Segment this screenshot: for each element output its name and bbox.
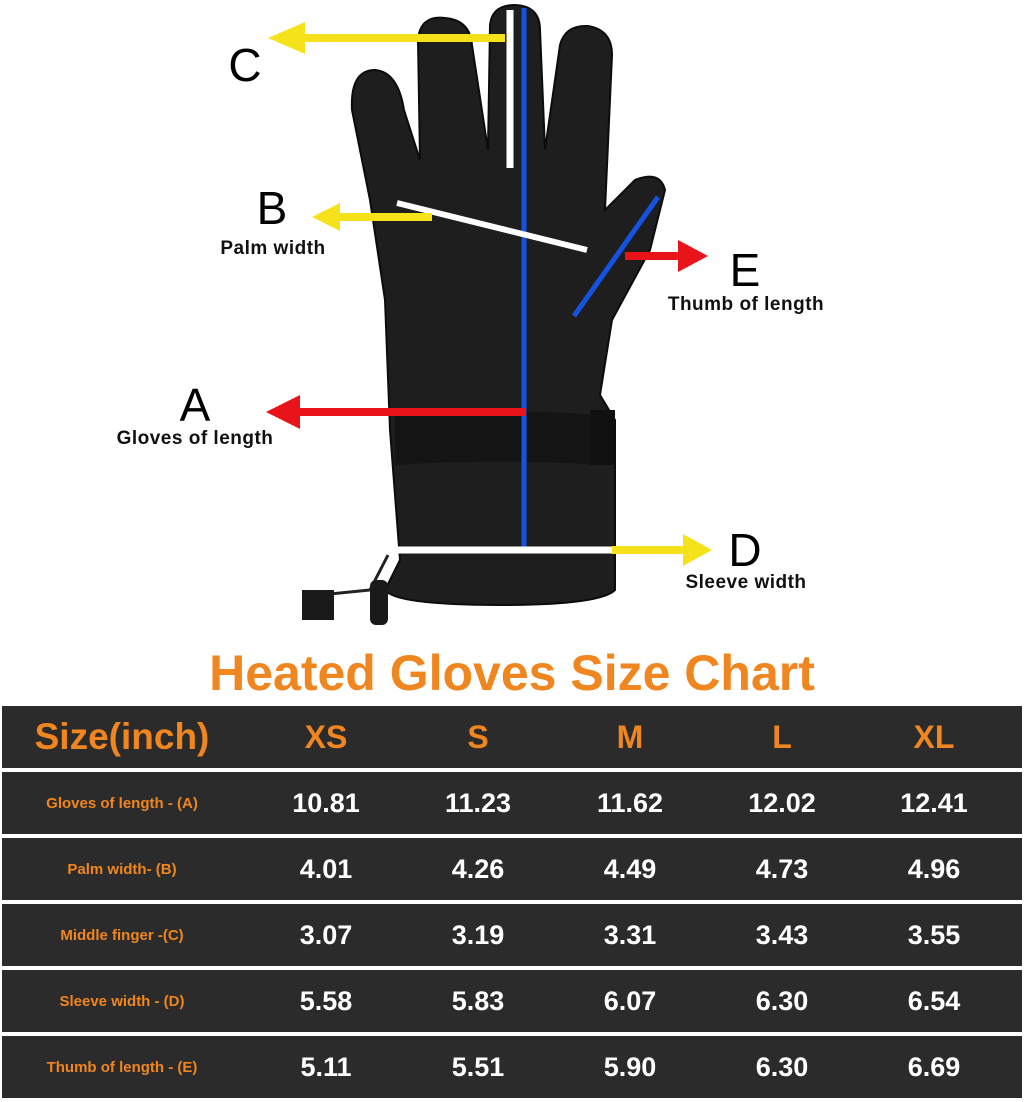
letter-e: E: [729, 244, 761, 296]
header-cell: M: [616, 718, 644, 755]
letter-a: A: [179, 379, 211, 431]
table-cell: 4.49: [603, 853, 657, 884]
chart-title: Heated Gloves Size Chart: [209, 645, 815, 701]
arrow-a: [266, 395, 526, 429]
arrow-c: [268, 22, 505, 54]
table-row: Thumb of length - (E) 5.11 5.51 5.90 6.30 6.6…: [2, 1036, 1022, 1098]
size-table: Size(inch) XS S M L XL Gloves of length …: [2, 706, 1022, 1102]
table-row: Sleeve width - (D) 5.58 5.83 6.07 6.30 6.54: [2, 970, 1022, 1032]
table-row: Middle finger -(C) 3.07 3.19 3.31 3.43 3.55: [2, 904, 1022, 966]
table-cell: 3.55: [907, 919, 961, 950]
palm-width-label: Palm width: [220, 238, 326, 259]
header-cell: L: [772, 718, 792, 755]
table-cell: 5.51: [451, 1051, 505, 1082]
header-cell: XL: [913, 718, 955, 755]
table-cell: 11.62: [596, 787, 664, 818]
row-label: Sleeve width - (D): [59, 992, 185, 1010]
letter-c: C: [228, 39, 262, 91]
table-cell: 11.23: [444, 787, 512, 818]
header-cell: S: [467, 718, 489, 755]
arrow-e: [625, 240, 708, 272]
thumb-length-label: Thumb of length: [667, 294, 825, 315]
table-cell: 4.96: [907, 853, 961, 884]
row-label: Thumb of length - (E): [46, 1058, 198, 1076]
table-cell: 4.01: [299, 853, 353, 884]
letter-b: B: [256, 182, 288, 234]
arrow-b: [312, 203, 432, 231]
table-cell: 6.30: [755, 1051, 809, 1082]
palm-width-line: [396, 200, 588, 253]
table-cell: 12.41: [900, 787, 968, 818]
table-cell: 3.43: [755, 919, 809, 950]
table-cell: 12.02: [748, 787, 816, 818]
table-cell: 5.11: [300, 1051, 352, 1082]
table-header: Size(inch) XS S M L XL: [2, 706, 1022, 768]
table-cell: 3.31: [603, 919, 657, 950]
row-label: Palm width- (B): [67, 860, 177, 878]
table-cell: 5.83: [451, 985, 505, 1016]
row-label: Middle finger -(C): [60, 926, 184, 944]
table-cell: 6.07: [603, 985, 657, 1016]
table-cell: 5.90: [603, 1051, 657, 1082]
header-cell: XS: [304, 718, 348, 755]
table-row: Palm width- (B) 4.01 4.26 4.49 4.73 4.96: [2, 838, 1022, 900]
thumb-line: [571, 195, 661, 318]
table-cell: 6.69: [907, 1051, 961, 1082]
table-cell: 3.19: [451, 919, 505, 950]
row-label: Gloves of length - (A): [46, 794, 198, 812]
sleeve-width-label: Sleeve width: [685, 572, 807, 593]
arrow-d: [612, 534, 712, 566]
letter-d: D: [728, 524, 762, 576]
table-cell: 6.30: [755, 985, 809, 1016]
table-cell: 4.26: [451, 853, 505, 884]
table-cell: 10.81: [292, 787, 360, 818]
glove-illustration: [302, 3, 667, 625]
table-row: Gloves of length - (A) 10.81 11.23 11.62 12.…: [2, 772, 1022, 834]
header-cell: Size(inch): [34, 716, 210, 757]
table-cell: 4.73: [755, 853, 809, 884]
table-cell: 5.58: [299, 985, 353, 1016]
gloves-length-label: Gloves of length: [116, 428, 274, 449]
glove-diagram: [266, 3, 712, 625]
table-cell: 3.07: [299, 919, 353, 950]
table-cell: 6.54: [907, 985, 961, 1016]
